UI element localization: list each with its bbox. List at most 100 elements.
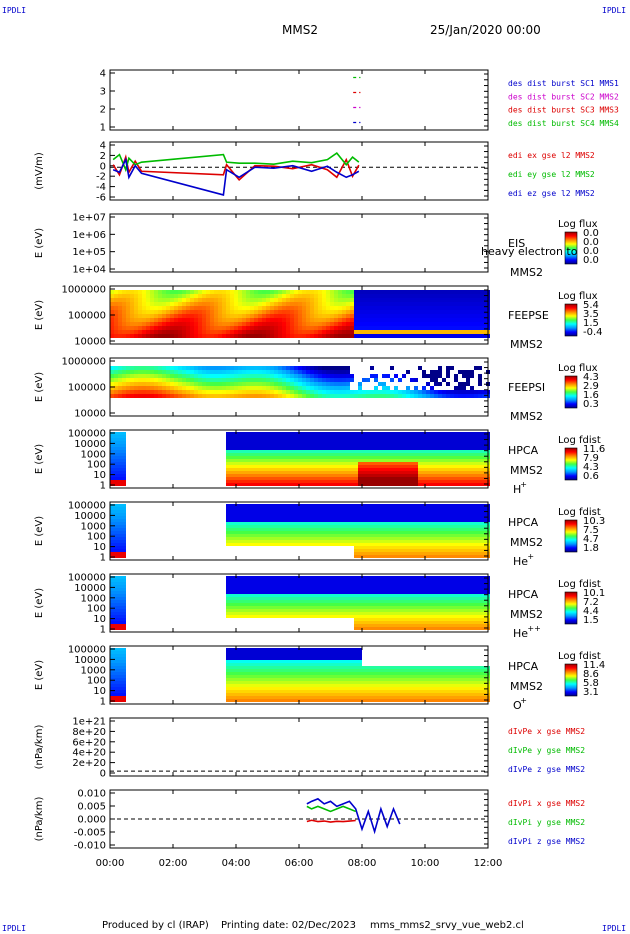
spectrogram-cell [326,537,330,540]
spectrogram-cell [446,522,450,525]
spectrogram-cell [422,370,426,374]
spectrogram-cell [378,447,382,450]
spectrogram-cell [294,513,298,516]
spectrogram-cell [422,519,426,522]
spectrogram-cell [282,390,286,394]
spectrogram-cell [314,310,318,314]
spectrogram-cell [430,314,434,318]
spectrogram-cell [306,597,310,600]
spectrogram-cell [230,465,234,468]
spectrogram-cell [262,603,266,606]
spectrogram-cell [354,468,358,471]
spectrogram-cell [282,582,286,585]
spectrogram-cell [234,522,238,525]
spectrogram-cell [374,537,378,540]
spectrogram-cell [470,298,474,302]
spectrogram-cell [270,390,274,394]
spectrogram-cell [194,394,198,398]
spectrogram-cell [362,465,366,468]
y-tick-label: 3 [100,87,106,98]
spectrogram-cell [302,528,306,531]
spectrogram-cell [182,382,186,386]
spectrogram-cell [354,302,358,306]
spectrogram-cell [266,459,270,462]
spectrogram-cell [482,546,486,549]
spectrogram-cell [250,374,254,378]
spectrogram-cell [322,534,326,537]
spectrogram-cell [350,528,354,531]
spectrogram-cell [390,474,394,477]
spectrogram-cell [366,394,370,398]
spectrogram-cell [122,588,126,591]
spectrogram-cell [126,382,130,386]
spectrogram-cell [342,394,346,398]
spectrogram-cell [154,322,158,326]
spectrogram-cell [418,549,422,552]
spectrogram-cell [194,314,198,318]
spectrogram-cell [454,326,458,330]
spectrogram-cell [334,306,338,310]
spectrogram-cell [258,606,262,609]
spectrogram-cell [478,322,482,326]
spectrogram-cell [118,510,122,513]
spectrogram-cell [402,522,406,525]
spectrogram-cell [402,294,406,298]
spectrogram-cell [462,390,466,394]
spectrogram-cell [118,483,122,486]
spectrogram-cell [282,378,286,382]
spectrogram-cell [426,474,430,477]
spectrogram-cell [314,456,318,459]
spectrogram-cell [394,302,398,306]
spectrogram-cell [314,326,318,330]
spectrogram-cell [418,447,422,450]
spectrogram-cell [322,432,326,435]
spectrogram-cell [358,390,362,394]
spectrogram-cell [370,390,374,394]
spectrogram-cell [274,597,278,600]
spectrogram-cell [470,546,474,549]
spectrogram-cell [274,588,278,591]
spectrogram-cell [262,597,266,600]
spectrogram-cell [110,510,114,513]
spectrogram-cell [222,302,226,306]
spectrogram-cell [234,462,238,465]
spectrogram-cell [322,483,326,486]
spectrogram-cell [214,290,218,294]
spectrogram-cell [450,507,454,510]
spectrogram-cell [482,441,486,444]
spectrogram-cell [430,390,434,394]
spectrogram-cell [470,525,474,528]
spectrogram-cell [274,504,278,507]
spectrogram-cell [414,477,418,480]
spectrogram-cell [250,314,254,318]
spectrogram-cell [270,606,274,609]
spectrogram-cell [242,594,246,597]
spectrogram-cell [110,310,114,314]
spectrogram-cell [430,534,434,537]
spectrogram-cell [306,450,310,453]
spectrogram-cell [234,366,238,370]
spectrogram-cell [278,531,282,534]
spectrogram-cell [482,290,486,294]
spectrogram-cell [410,441,414,444]
spectrogram-cell [150,310,154,314]
spectrogram-cell [410,531,414,534]
spectrogram-cell [238,474,242,477]
spectrogram-cell [158,318,162,322]
spectrogram-cell [298,447,302,450]
spectrogram-cell [298,534,302,537]
spectrogram-cell [238,522,242,525]
spectrogram-cell [430,504,434,507]
spectrogram-cell [478,390,482,394]
spectrogram-cell [250,459,254,462]
spectrogram-cell [454,322,458,326]
spectrogram-cell [402,322,406,326]
spectrogram-cell [434,555,438,558]
spectrogram-cell [418,459,422,462]
spectrogram-cell [446,516,450,519]
spectrogram-cell [346,513,350,516]
spectrogram-cell [254,591,258,594]
spectrogram-cell [254,310,258,314]
spectrogram-cell [478,453,482,456]
spectrogram-cell [434,513,438,516]
